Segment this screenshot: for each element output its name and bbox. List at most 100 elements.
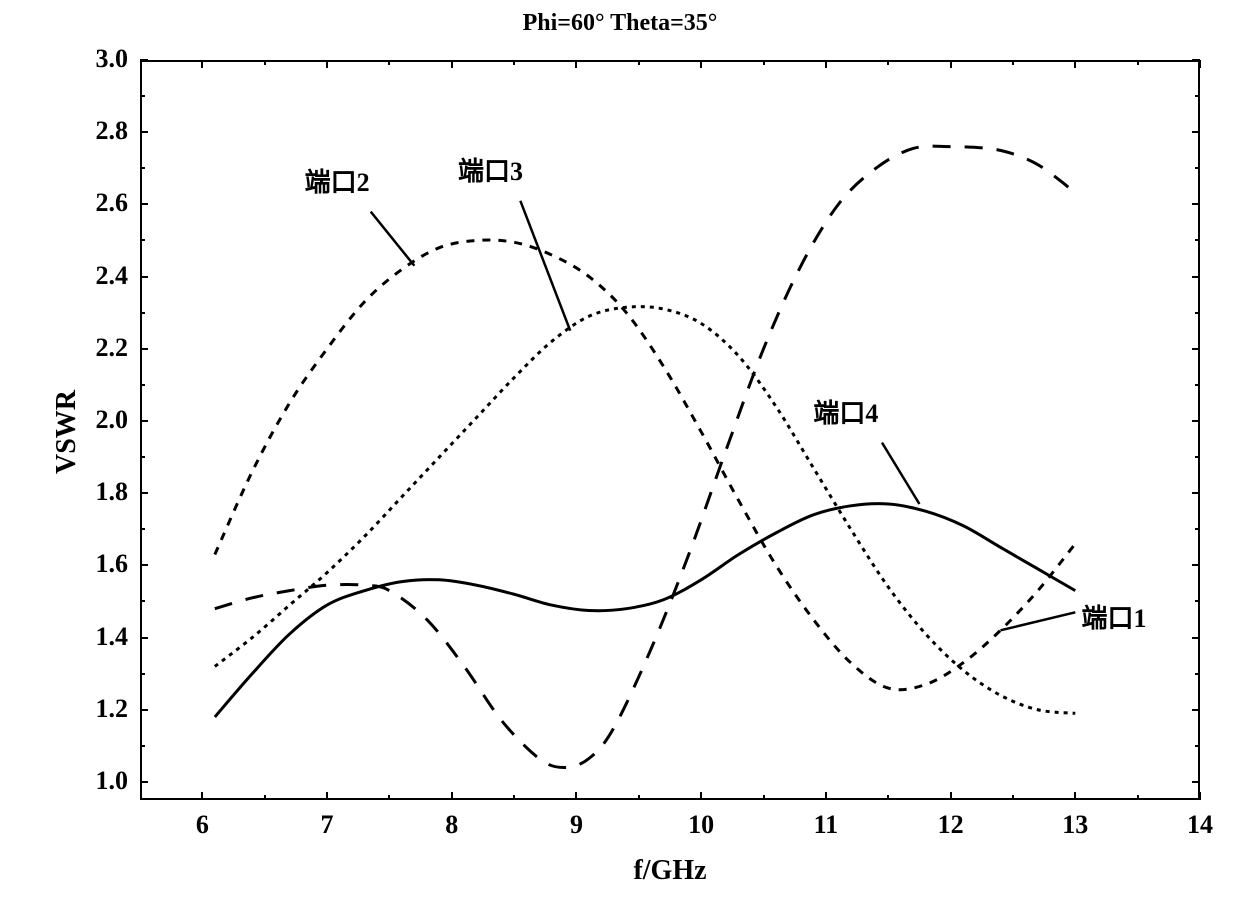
- annotation-leader-1: [520, 201, 570, 331]
- x-tick-mark: [201, 60, 203, 68]
- x-tick-mark: [700, 792, 702, 800]
- y-minor-tick: [140, 312, 145, 314]
- series-line-3: [215, 504, 1075, 717]
- y-tick-mark: [1192, 131, 1200, 133]
- y-tick-mark: [140, 781, 148, 783]
- annotation-leader-0: [371, 212, 415, 266]
- annotation-0: 端口2: [305, 162, 370, 199]
- y-minor-tick: [1195, 600, 1200, 602]
- x-minor-tick: [887, 795, 889, 800]
- y-tick-mark: [1192, 420, 1200, 422]
- y-minor-tick: [1195, 167, 1200, 169]
- x-minor-tick: [513, 60, 515, 65]
- x-tick-mark: [1199, 60, 1201, 68]
- y-tick-mark: [140, 276, 148, 278]
- y-minor-tick: [140, 456, 145, 458]
- y-tick-label: 1.0: [96, 766, 129, 796]
- series-line-1: [215, 240, 1075, 690]
- x-tick-mark: [825, 60, 827, 68]
- y-tick-mark: [140, 59, 148, 61]
- x-tick-mark: [1074, 792, 1076, 800]
- x-tick-mark: [1199, 792, 1201, 800]
- x-tick-label: 8: [422, 810, 482, 840]
- y-tick-label: 2.6: [96, 188, 129, 218]
- x-tick-mark: [1074, 60, 1076, 68]
- y-tick-mark: [140, 709, 148, 711]
- x-minor-tick: [513, 795, 515, 800]
- y-tick-mark: [140, 131, 148, 133]
- x-tick-mark: [575, 60, 577, 68]
- x-minor-tick: [264, 795, 266, 800]
- x-minor-tick: [388, 60, 390, 65]
- y-tick-label: 3.0: [96, 44, 129, 74]
- y-minor-tick: [1195, 745, 1200, 747]
- y-tick-mark: [1192, 709, 1200, 711]
- x-tick-label: 12: [921, 810, 981, 840]
- chart-container: Phi=60° Theta=35° VSWR f/GHz 67891011121…: [0, 0, 1240, 910]
- x-minor-tick: [763, 795, 765, 800]
- y-minor-tick: [1195, 239, 1200, 241]
- y-tick-mark: [1192, 492, 1200, 494]
- x-tick-mark: [575, 792, 577, 800]
- y-tick-mark: [1192, 637, 1200, 639]
- x-tick-mark: [451, 60, 453, 68]
- x-tick-mark: [201, 792, 203, 800]
- x-tick-mark: [451, 792, 453, 800]
- x-tick-mark: [950, 60, 952, 68]
- y-minor-tick: [1195, 456, 1200, 458]
- y-tick-label: 1.2: [96, 694, 129, 724]
- x-tick-label: 10: [671, 810, 731, 840]
- x-minor-tick: [638, 60, 640, 65]
- annotation-3: 端口1: [1082, 598, 1147, 635]
- annotation-2: 端口4: [813, 393, 878, 430]
- series-line-2: [215, 307, 1075, 714]
- x-minor-tick: [388, 795, 390, 800]
- x-tick-label: 6: [172, 810, 232, 840]
- y-minor-tick: [140, 95, 145, 97]
- y-tick-mark: [140, 564, 148, 566]
- x-tick-mark: [950, 792, 952, 800]
- y-minor-tick: [140, 239, 145, 241]
- y-tick-label: 2.8: [96, 116, 129, 146]
- annotation-1: 端口3: [458, 151, 523, 188]
- x-minor-tick: [1137, 795, 1139, 800]
- y-tick-mark: [1192, 203, 1200, 205]
- y-minor-tick: [140, 600, 145, 602]
- x-tick-mark: [825, 792, 827, 800]
- x-tick-label: 13: [1045, 810, 1105, 840]
- x-minor-tick: [1012, 795, 1014, 800]
- y-tick-label: 1.8: [96, 477, 129, 507]
- y-tick-mark: [140, 348, 148, 350]
- x-minor-tick: [1012, 60, 1014, 65]
- y-tick-label: 2.2: [96, 333, 129, 363]
- y-minor-tick: [140, 167, 145, 169]
- y-minor-tick: [140, 384, 145, 386]
- annotation-leader-2: [882, 443, 919, 504]
- x-tick-mark: [326, 792, 328, 800]
- y-tick-mark: [1192, 276, 1200, 278]
- y-tick-mark: [140, 492, 148, 494]
- y-tick-mark: [140, 203, 148, 205]
- y-minor-tick: [1195, 528, 1200, 530]
- x-tick-mark: [326, 60, 328, 68]
- y-tick-mark: [1192, 59, 1200, 61]
- y-tick-label: 2.4: [96, 261, 129, 291]
- y-minor-tick: [140, 745, 145, 747]
- y-minor-tick: [1195, 384, 1200, 386]
- y-minor-tick: [1195, 312, 1200, 314]
- y-tick-mark: [1192, 781, 1200, 783]
- x-tick-label: 7: [297, 810, 357, 840]
- x-minor-tick: [1137, 60, 1139, 65]
- y-minor-tick: [140, 673, 145, 675]
- x-minor-tick: [887, 60, 889, 65]
- y-tick-mark: [140, 420, 148, 422]
- y-tick-mark: [1192, 564, 1200, 566]
- y-tick-label: 1.6: [96, 549, 129, 579]
- y-minor-tick: [1195, 673, 1200, 675]
- x-tick-label: 9: [546, 810, 606, 840]
- x-tick-label: 14: [1170, 810, 1230, 840]
- y-minor-tick: [140, 528, 145, 530]
- y-tick-label: 2.0: [96, 405, 129, 435]
- x-tick-mark: [700, 60, 702, 68]
- y-tick-label: 1.4: [96, 622, 129, 652]
